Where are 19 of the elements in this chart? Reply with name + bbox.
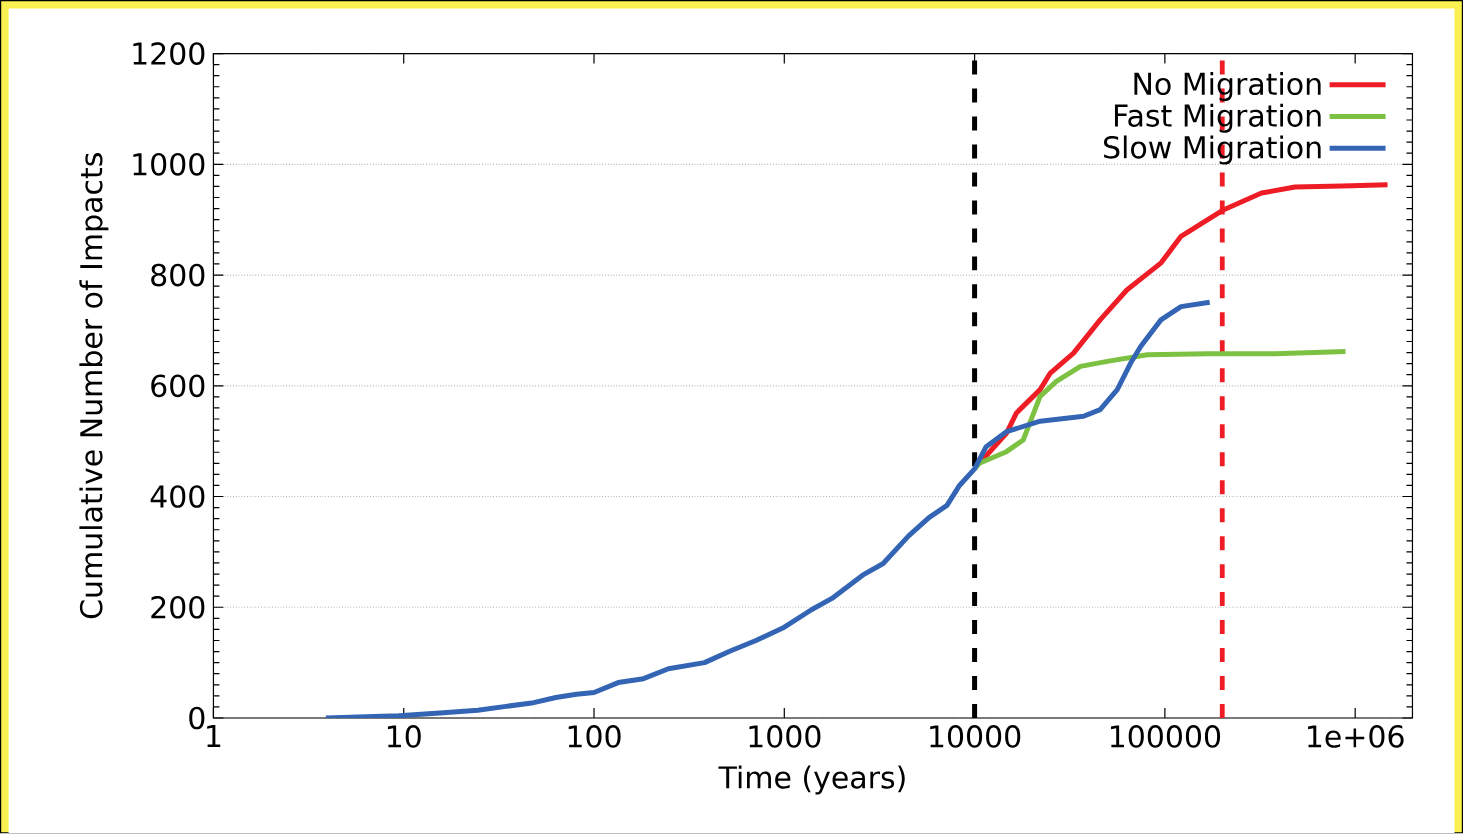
legend-label: Slow Migration bbox=[1104, 135, 1321, 165]
y-axis-title: Cumulative Number of Impacts bbox=[79, 153, 109, 619]
y-tick-label: 800 bbox=[151, 263, 205, 287]
y-tick-label: 0 bbox=[189, 706, 205, 730]
x-tick-label: 1 bbox=[207, 725, 221, 748]
y-tick-label: 1200 bbox=[133, 42, 205, 66]
x-tick-label: 100 bbox=[568, 725, 621, 748]
x-tick-label: 100000 bbox=[1110, 725, 1221, 748]
x-tick-label: 1e+06 bbox=[1308, 725, 1404, 748]
y-tick-label: 400 bbox=[150, 485, 205, 509]
y-tick-label: 1000 bbox=[133, 153, 205, 176]
x-tick-label: 1000 bbox=[749, 725, 821, 748]
legend-label: Fast Migration bbox=[1114, 103, 1321, 133]
y-tick-label: 600 bbox=[151, 374, 205, 398]
x-axis-title: Time (years) bbox=[718, 765, 905, 795]
legend-label: No Migration bbox=[1134, 72, 1321, 102]
x-tick-label: 10 bbox=[387, 725, 421, 748]
y-tick-label: 200 bbox=[151, 596, 205, 619]
x-tick-label: 10000 bbox=[930, 725, 1021, 748]
